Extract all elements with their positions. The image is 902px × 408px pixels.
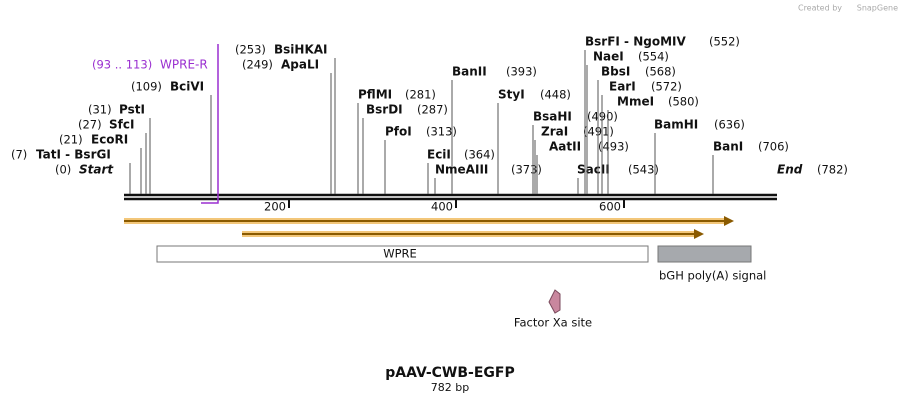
site-name: BsiHKAI — [274, 43, 328, 57]
site-name: StyI — [498, 88, 525, 102]
length: 782 bp — [431, 381, 469, 394]
site-position: (21) — [59, 133, 83, 147]
feature-wpre — [156, 245, 649, 263]
site-position: (572) — [651, 80, 682, 94]
tick-label: 200 — [264, 200, 286, 214]
watermark-brand: SnapGene — [857, 4, 898, 13]
site-position: (364) — [464, 148, 495, 162]
site-position: (448) — [540, 88, 571, 102]
site-position: (493) — [598, 140, 629, 154]
site-position: (313) — [426, 125, 457, 139]
site-position: (109) — [131, 80, 162, 94]
site-name: EcoRI — [91, 133, 128, 147]
feature-bgh — [657, 245, 752, 263]
watermark-prefix: Created by — [798, 4, 842, 13]
site-name: SacII — [577, 163, 610, 177]
site-position: (580) — [668, 95, 699, 109]
site-name: NmeAIII — [435, 163, 488, 177]
site-position: (568) — [645, 65, 676, 79]
site-name: BbsI — [601, 65, 630, 79]
site-name: PfoI — [385, 125, 412, 139]
orf-head — [694, 229, 704, 239]
site-position: (782) — [817, 163, 848, 177]
feature-label: bGH poly(A) signal — [659, 269, 766, 283]
site-name: BamHI — [654, 118, 698, 132]
site-position: (554) — [638, 50, 669, 64]
site-position: (7) — [11, 148, 27, 162]
site-name: BsrFI - NgoMIV — [585, 35, 686, 49]
tick-label: 400 — [431, 200, 453, 214]
site-name: EarI — [609, 80, 636, 94]
orf-head — [724, 216, 734, 226]
site-name: ZraI — [541, 125, 568, 139]
primer-position: (93 .. 113) — [92, 58, 152, 72]
site-name: ApaLI — [281, 58, 319, 72]
feature-factor-xa — [548, 289, 561, 314]
site-position: (0) — [55, 163, 71, 177]
site-position: (706) — [758, 140, 789, 154]
site-name: Start — [79, 163, 114, 177]
site-position: (636) — [714, 118, 745, 132]
site-name: PflMI — [358, 88, 392, 102]
site-name: TatI - BsrGI — [36, 148, 111, 162]
site-name: SfcI — [109, 118, 134, 132]
site-name: End — [777, 163, 803, 177]
title: pAAV-CWB-EGFP — [385, 365, 514, 381]
site-position: (287) — [417, 103, 448, 117]
site-position: (249) — [242, 58, 273, 72]
site-position: (373) — [511, 163, 542, 177]
site-position: (27) — [78, 118, 102, 132]
site-name: BsaHI — [533, 110, 572, 124]
feature-label: Factor Xa site — [514, 316, 592, 330]
site-name: NaeI — [593, 50, 624, 64]
site-position: (253) — [235, 43, 266, 57]
site-position: (552) — [709, 35, 740, 49]
site-name: MmeI — [617, 95, 654, 109]
site-position: (393) — [506, 65, 537, 79]
site-name: BanII — [452, 65, 487, 79]
site-name: BanI — [713, 140, 743, 154]
site-name: BciVI — [170, 80, 204, 94]
primer-name: WPRE-R — [160, 58, 208, 72]
site-name: PstI — [119, 103, 145, 117]
site-position: (31) — [88, 103, 112, 117]
site-position: (543) — [628, 163, 659, 177]
site-name: AatII — [549, 140, 581, 154]
site-name: BsrDI — [366, 103, 403, 117]
tick-label: 600 — [599, 200, 621, 214]
site-position: (281) — [405, 88, 436, 102]
site-name: EciI — [427, 148, 451, 162]
primer — [201, 44, 219, 204]
feature-label: WPRE — [383, 247, 417, 261]
